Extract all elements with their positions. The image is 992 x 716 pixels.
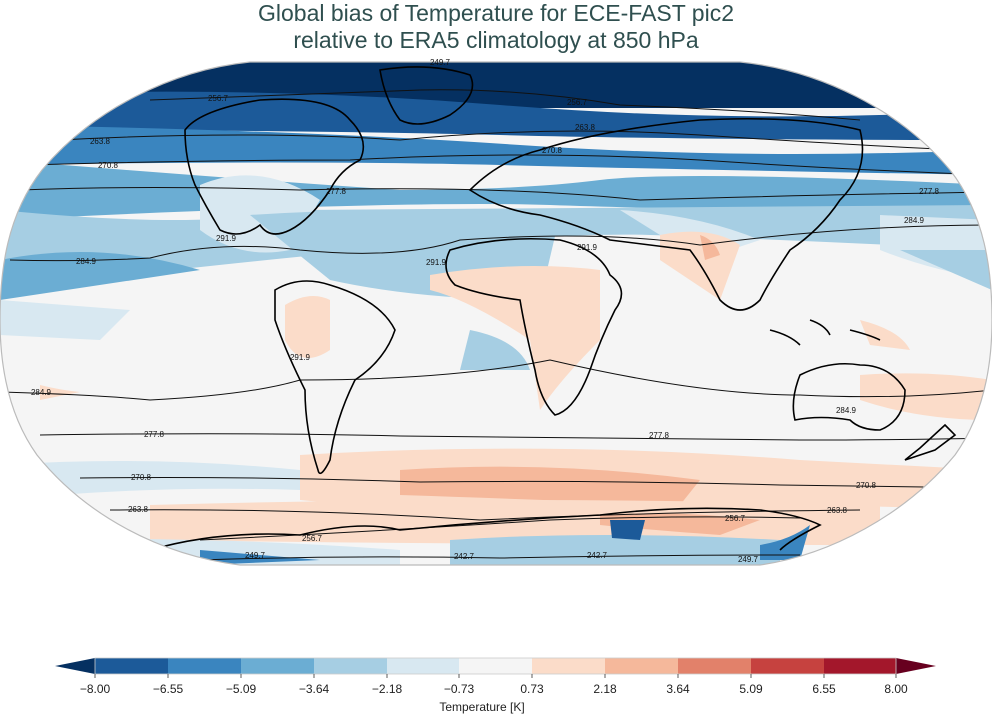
colorbar-ticks [94,674,897,678]
world-map: 249.7 256.7 256.7 263.8 263.8 270.8 270.… [0,58,992,566]
contour-label: 277.8 [144,430,165,439]
contour-label: 277.8 [649,431,670,440]
colorbar-segment [168,658,241,674]
contour-label: 284.9 [904,216,925,225]
colorbar-tick-label: 0.73 [520,682,544,696]
bias-field [0,62,992,565]
contour-label: 284.9 [836,406,857,415]
title-line-2: relative to ERA5 climatology at 850 hPa [293,27,699,53]
contour-label: 291.9 [426,258,447,267]
map-frame [0,61,992,566]
colorbar-segment [314,658,387,674]
colorbar-tick-label: −5.09 [225,682,257,696]
colorbar-segment [678,658,751,674]
colorbar-segment [241,658,314,674]
colorbar [55,657,936,678]
contour-label: 284.9 [31,388,52,397]
colorbar-segment [751,658,824,674]
contour-label: 291.9 [216,234,237,243]
contour-label: 256.7 [567,98,588,107]
contour-label: 263.8 [90,137,111,146]
colorbar-title: Temperature [K] [439,700,525,714]
colorbar-tick-label: −6.55 [152,682,184,696]
contour-label: 270.8 [131,473,152,482]
contour-label: 277.8 [326,187,347,196]
title-line-1: Global bias of Temperature for ECE-FAST … [258,0,734,26]
contour-label: 270.8 [856,481,877,490]
contour-label: 270.8 [98,161,119,170]
colorbar-tick-label: 6.55 [812,682,836,696]
contour-label: 277.8 [919,187,940,196]
contour-label: 256.7 [725,514,746,523]
colorbar-segment [824,658,896,674]
colorbar-tick-label: −8.00 [79,682,111,696]
colorbar-tick-label: −3.64 [298,682,330,696]
contour-label: 242.7 [587,551,608,560]
colorbar-tick-label: −0.73 [443,682,475,696]
contour-label: 263.8 [575,123,596,132]
contour-label: 263.8 [827,506,848,515]
contour-label: 256.7 [208,94,229,103]
contour-label: 256.7 [302,534,323,543]
contour-label: 249.7 [245,551,266,560]
contour-label: 263.8 [128,505,149,514]
colorbar-extend-low [55,658,95,674]
colorbar-extend-high [896,658,936,674]
colorbar-tick-label: 5.09 [739,682,763,696]
colorbar-segment [532,658,605,674]
colorbar-tick-label: −2.18 [371,682,403,696]
colorbar-tick-label: 2.18 [593,682,617,696]
colorbar-segment [605,658,678,674]
chart-title: Global bias of Temperature for ECE-FAST … [0,0,992,54]
colorbar-segment [459,658,532,674]
contour-labels: 249.7 256.7 256.7 263.8 263.8 270.8 270.… [31,58,940,564]
colorbar-segment [387,658,459,674]
contour-label: 270.8 [542,146,563,155]
contour-label: 291.9 [577,243,598,252]
contour-label: 291.9 [290,353,311,362]
colorbar-tick-label: 3.64 [666,682,690,696]
contour-label: 249.7 [430,58,451,67]
colorbar-tick-label: 8.00 [884,682,908,696]
contour-label: 242.7 [454,552,475,561]
contour-label: 249.7 [738,555,759,564]
colorbar-segment [95,658,168,674]
contour-label: 284.9 [76,257,97,266]
coastlines [149,66,957,551]
